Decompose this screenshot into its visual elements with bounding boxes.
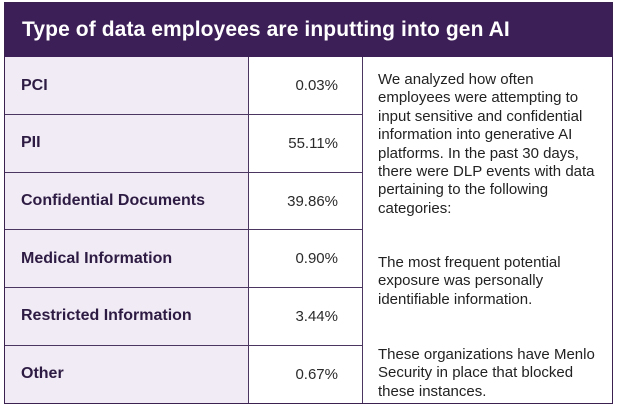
category-value: 55.11% (248, 114, 363, 173)
table-row: PII 55.11% (5, 114, 363, 173)
category-label: Restricted Information (5, 287, 250, 346)
table-row: Confidential Documents 39.86% (5, 172, 363, 231)
category-label: PCI (5, 57, 250, 116)
chart-title: Type of data employees are inputting int… (22, 18, 510, 41)
category-label: Confidential Documents (5, 172, 250, 231)
category-value: 0.90% (248, 229, 363, 289)
infographic-card: Type of data employees are inputting int… (4, 2, 613, 404)
category-value: 3.44% (248, 287, 363, 346)
category-value: 0.67% (248, 345, 363, 403)
description-paragraph-1: We analyzed how often employees were att… (378, 71, 595, 217)
category-value: 0.03% (248, 57, 363, 116)
category-label: PII (5, 114, 250, 173)
category-label: Medical Information (5, 229, 250, 289)
data-table: PCI 0.03% PII 55.11% Confidential Documents 3… (5, 57, 363, 403)
table-row: Medical Information 0.90% (5, 229, 363, 289)
table-row: Other 0.67% (5, 345, 363, 403)
table-row: PCI 0.03% (5, 57, 363, 116)
description-paragraph-2: The most frequent potential exposure was… (378, 254, 561, 308)
category-value: 39.86% (248, 172, 363, 231)
table-row: Restricted Information 3.44% (5, 287, 363, 346)
description-paragraph-3: These organizations have Menlo Security … (378, 346, 595, 400)
header-bar: Type of data employees are inputting int… (5, 3, 612, 57)
category-label: Other (5, 345, 250, 403)
table-body: PCI 0.03% PII 55.11% Confidential Documents 3… (5, 57, 363, 403)
